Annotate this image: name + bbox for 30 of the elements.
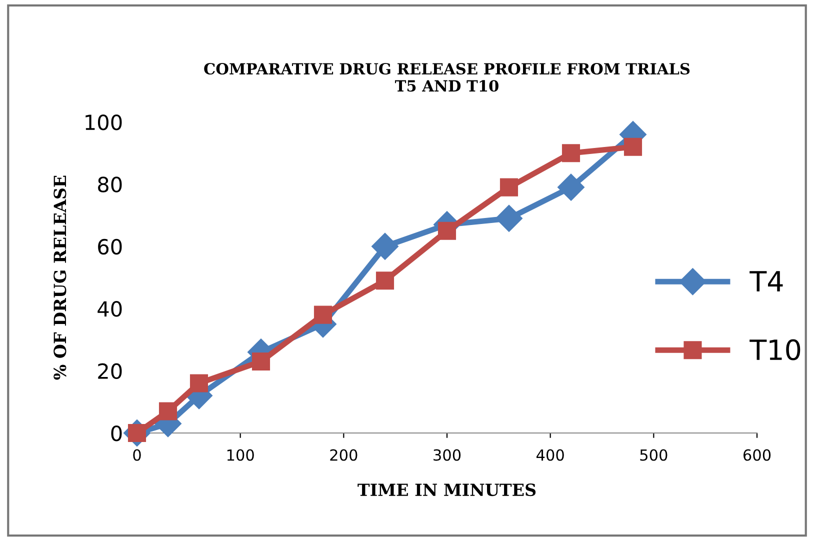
point	[624, 138, 642, 156]
x-tick-label: 600	[743, 449, 771, 461]
y-tick-label: 0	[111, 425, 122, 442]
y-tick-label: 100	[86, 114, 122, 130]
point	[158, 402, 178, 420]
x-tick-label: 500	[640, 449, 668, 461]
legend-label: T4	[750, 271, 783, 292]
point	[500, 178, 518, 196]
y-tick-label: 40	[98, 301, 122, 317]
point	[562, 144, 580, 162]
point	[438, 222, 456, 240]
y-tick-label: 20	[98, 363, 122, 380]
x-tick-label: 0	[133, 449, 141, 461]
point	[496, 204, 522, 232]
x-tick-label: 300	[434, 449, 461, 461]
y-tick-label: 60	[98, 238, 122, 255]
point	[190, 374, 208, 392]
point	[376, 272, 394, 290]
x-tick-label: 400	[536, 449, 564, 461]
legend-label: T10	[750, 339, 800, 360]
x-axis-title: TIME IN MINUTES	[358, 483, 536, 496]
y-axis-title: % OF DRUG RELEASE	[54, 176, 66, 380]
x-tick-label: 100	[227, 449, 254, 461]
x-tick-label: 200	[330, 449, 358, 461]
point	[252, 352, 270, 370]
chart-title: COMPARATIVE DRUG RELEASE PROFILE FROM TRIALS T5 AND T10	[204, 63, 690, 92]
y-tick-label: 80	[98, 176, 122, 192]
point	[372, 232, 398, 260]
point	[314, 306, 332, 324]
point	[558, 174, 584, 201]
